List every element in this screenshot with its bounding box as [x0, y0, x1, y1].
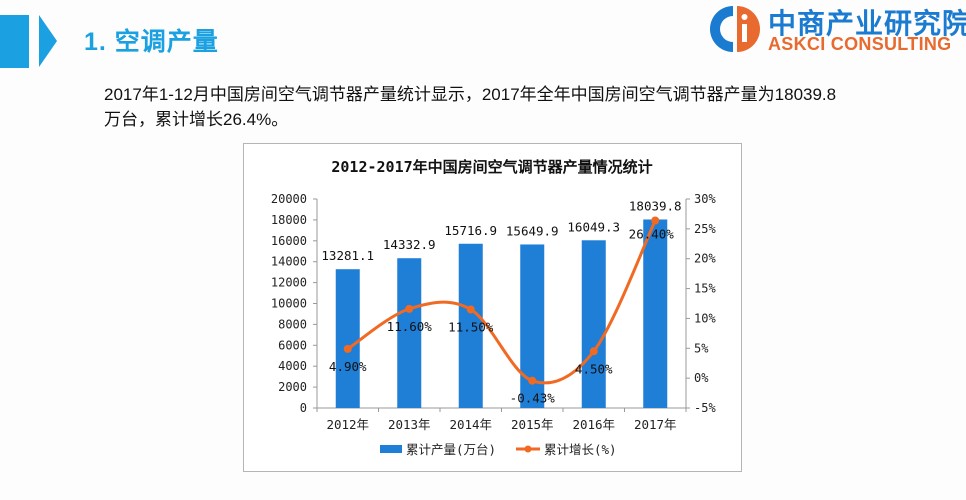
right-axis-tick-label: -5% — [694, 401, 716, 415]
right-axis-tick-label: 25% — [694, 222, 716, 236]
right-axis-tick-label: 5% — [694, 341, 709, 355]
left-axis-tick-label: 6000 — [278, 338, 307, 352]
askci-logo: 中商产业研究院 ASKCI CONSULTING — [706, 2, 966, 56]
left-axis-tick-label: 12000 — [271, 276, 307, 290]
left-axis-tick-label: 16000 — [271, 234, 307, 248]
section-marker-bar — [0, 15, 29, 68]
right-axis-tick-label: 15% — [694, 282, 716, 296]
bar-value-label: 18039.8 — [629, 198, 682, 213]
left-axis-tick-label: 0 — [300, 401, 307, 415]
legend-line-marker-icon — [524, 445, 532, 453]
bar-value-label: 15649.9 — [506, 223, 559, 238]
growth-point-marker — [528, 376, 537, 385]
bar-production — [643, 219, 668, 408]
legend-bar-swatch-icon — [380, 445, 402, 453]
x-axis-category-label: 2016年 — [572, 417, 615, 432]
combo-chart: 2012-2017年中国房间空气调节器产量情况统计 0 2000 4000 6000 80… — [271, 158, 717, 457]
growth-point-marker — [343, 344, 352, 353]
right-axis-tick-label: 20% — [694, 252, 716, 266]
left-axis-tick-label: 8000 — [278, 317, 307, 331]
growth-value-label: 11.60% — [387, 319, 433, 334]
bar-value-label: 13281.1 — [321, 248, 374, 263]
growth-value-label: 4.50% — [575, 361, 613, 376]
bar-production — [458, 243, 483, 408]
askci-logo-icon — [710, 6, 760, 52]
left-axis-tick-label: 10000 — [271, 297, 307, 311]
left-axis-tick-label: 18000 — [271, 213, 307, 227]
right-axis-tick-label: 10% — [694, 311, 716, 325]
logo-english-text: ASKCI CONSULTING — [768, 34, 952, 54]
bar-value-label: 14332.9 — [383, 237, 436, 252]
legend-line-label: 累计增长(%) — [544, 442, 617, 457]
bar-value-label: 16049.3 — [567, 219, 620, 234]
growth-value-label: 11.50% — [448, 319, 494, 334]
chart-title: 2012-2017年中国房间空气调节器产量情况统计 — [331, 158, 652, 176]
bar-production — [581, 240, 606, 408]
right-axis-tick-label: 30% — [694, 192, 716, 206]
growth-point-marker — [466, 305, 475, 314]
description-text: 2017年1-12月中国房间空气调节器产量统计显示，2017年全年中国房间空气调… — [104, 85, 837, 129]
legend-bar-label: 累计产量(万台) — [406, 442, 496, 457]
left-axis-tick-label: 2000 — [278, 380, 307, 394]
x-axis-category-label: 2013年 — [388, 417, 431, 432]
growth-value-label: -0.43% — [510, 391, 556, 406]
section-marker-arrow-icon — [39, 15, 57, 67]
chart-container: 2012-2017年中国房间空气调节器产量情况统计 0 2000 4000 6000 80… — [243, 143, 742, 472]
x-axis-category-label: 2014年 — [449, 417, 492, 432]
bar-production — [335, 269, 360, 408]
growth-point-marker — [589, 347, 598, 356]
right-axis-tick-label: 0% — [694, 371, 709, 385]
x-axis-category-label: 2012年 — [326, 417, 369, 432]
growth-point-marker — [405, 304, 414, 313]
x-axis-category-label: 2017年 — [634, 417, 677, 432]
logo-chinese-text: 中商产业研究院 — [768, 7, 966, 40]
x-axis-category-label: 2015年 — [511, 417, 554, 432]
bar-value-label: 15716.9 — [444, 223, 497, 238]
growth-value-label: 26.40% — [629, 226, 675, 241]
growth-value-label: 4.90% — [329, 359, 367, 374]
bar-production — [397, 258, 422, 408]
left-axis-tick-label: 4000 — [278, 359, 307, 373]
section-title: 1. 空调产量 — [84, 28, 219, 56]
left-axis-tick-label: 20000 — [271, 192, 307, 206]
growth-point-marker — [651, 216, 660, 225]
left-axis-tick-label: 14000 — [271, 255, 307, 269]
